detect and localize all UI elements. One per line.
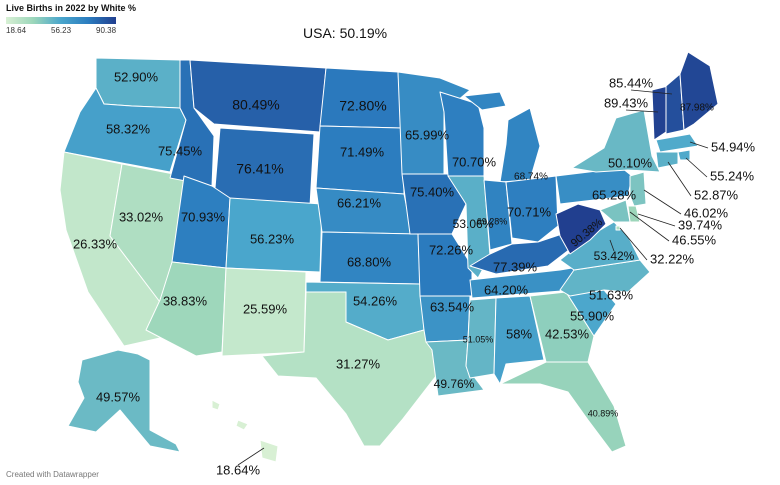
callout-line-de <box>637 213 676 227</box>
state-value-label-tx: 31.27% <box>336 356 381 371</box>
state-me[interactable] <box>679 51 719 131</box>
state-value-label-mn: 65.99% <box>405 127 450 142</box>
callout-line-md <box>629 211 670 242</box>
state-value-label-sd: 71.49% <box>340 144 385 159</box>
state-ri[interactable] <box>677 149 691 161</box>
state-value-label-il: 53.06% <box>453 217 494 231</box>
state-value-label-mo: 72.26% <box>429 242 474 257</box>
state-ny[interactable] <box>571 109 661 173</box>
state-ma[interactable] <box>655 133 699 153</box>
state-value-label-ky: 77.39% <box>493 259 538 274</box>
callout-line-dc <box>619 227 648 261</box>
state-value-label-wi: 70.70% <box>452 154 497 169</box>
legend-max: 90.38 <box>96 26 117 35</box>
state-ak[interactable] <box>67 349 181 453</box>
state-value-label-nm: 25.59% <box>243 301 288 316</box>
usa-total: USA: 50.19% <box>303 25 388 41</box>
state-value-label-fl: 40.89% <box>588 408 619 418</box>
state-value-label-va: 53.42% <box>594 249 635 263</box>
state-value-label-md: 46.55% <box>672 232 717 247</box>
state-il[interactable] <box>447 175 491 279</box>
state-ia[interactable] <box>401 173 467 235</box>
state-value-label-id: 75.45% <box>158 143 203 158</box>
callout-line-nh <box>630 89 673 95</box>
state-value-label-nh: 85.44% <box>609 75 654 90</box>
legend-title: Live Births in 2022 by White % <box>6 3 137 13</box>
state-value-label-la: 49.76% <box>434 377 475 391</box>
state-value-label-nd: 72.80% <box>339 98 386 114</box>
state-value-label-ak: 49.57% <box>96 389 141 404</box>
callout-line-vt <box>625 109 659 113</box>
state-fl[interactable] <box>499 361 627 453</box>
state-value-label-pa: 65.28% <box>592 187 637 202</box>
callout-line-hi <box>237 447 265 466</box>
state-value-label-ca: 26.33% <box>73 236 118 251</box>
state-tx[interactable] <box>261 291 437 447</box>
state-value-label-in: 69.28% <box>477 216 508 226</box>
state-dc[interactable] <box>615 225 621 231</box>
callout-line-ma <box>689 141 709 149</box>
callout-line-ri <box>685 157 708 178</box>
state-value-label-me: 87.98% <box>680 103 714 114</box>
state-wv[interactable] <box>555 203 607 255</box>
state-ga[interactable] <box>529 291 595 363</box>
state-value-label-nv: 33.02% <box>119 209 164 224</box>
state-value-label-ri: 55.24% <box>710 168 755 183</box>
callout-line-ct <box>667 161 692 197</box>
state-value-label-ne: 66.21% <box>337 195 382 210</box>
state-value-label-hi: 18.64% <box>216 462 261 477</box>
state-value-label-ga: 42.53% <box>545 326 590 341</box>
state-value-label-vt: 89.43% <box>604 95 649 110</box>
callout-line-nj <box>643 189 682 215</box>
state-value-label-wy: 76.41% <box>236 161 283 177</box>
credit: Created with Datawrapper <box>6 470 99 479</box>
state-value-label-ok: 54.26% <box>353 293 398 308</box>
state-value-label-de: 39.74% <box>678 217 723 232</box>
state-value-label-mi: 68.74% <box>514 172 548 183</box>
state-value-label-ia: 75.40% <box>410 184 455 199</box>
state-nj[interactable] <box>629 171 647 207</box>
state-value-label-ct: 52.87% <box>694 187 739 202</box>
state-sd[interactable] <box>315 125 405 195</box>
state-value-label-sc: 55.90% <box>570 308 615 323</box>
state-value-label-tn: 64.20% <box>484 282 529 297</box>
legend-mid: 56.23 <box>51 26 72 35</box>
state-value-label-nj: 46.02% <box>684 205 729 220</box>
state-value-label-wa: 52.90% <box>114 69 159 84</box>
legend-min: 18.64 <box>6 26 27 35</box>
state-value-label-ut: 70.93% <box>181 209 226 224</box>
state-value-label-mt: 80.49% <box>232 97 279 113</box>
state-value-label-dc: 32.22% <box>650 251 695 266</box>
state-value-label-oh: 70.71% <box>507 204 552 219</box>
state-value-label-ar: 63.54% <box>430 299 475 314</box>
legend-color-scale <box>6 17 116 24</box>
callout-line-va <box>609 239 615 252</box>
state-value-label-az: 38.83% <box>163 293 208 308</box>
state-ct[interactable] <box>655 151 679 169</box>
state-mt[interactable] <box>189 59 327 133</box>
state-value-label-co: 56.23% <box>250 231 295 246</box>
state-value-label-or: 58.32% <box>106 121 151 136</box>
state-value-label-ny: 50.10% <box>608 155 653 170</box>
state-value-label-ms: 51.05% <box>463 334 494 344</box>
state-value-label-ma: 54.94% <box>711 139 756 154</box>
state-hi[interactable] <box>211 399 279 463</box>
state-value-label-ks: 68.80% <box>347 254 392 269</box>
state-md[interactable] <box>599 199 631 223</box>
state-value-label-nc: 51.63% <box>589 287 634 302</box>
state-value-label-al: 58% <box>506 326 532 341</box>
